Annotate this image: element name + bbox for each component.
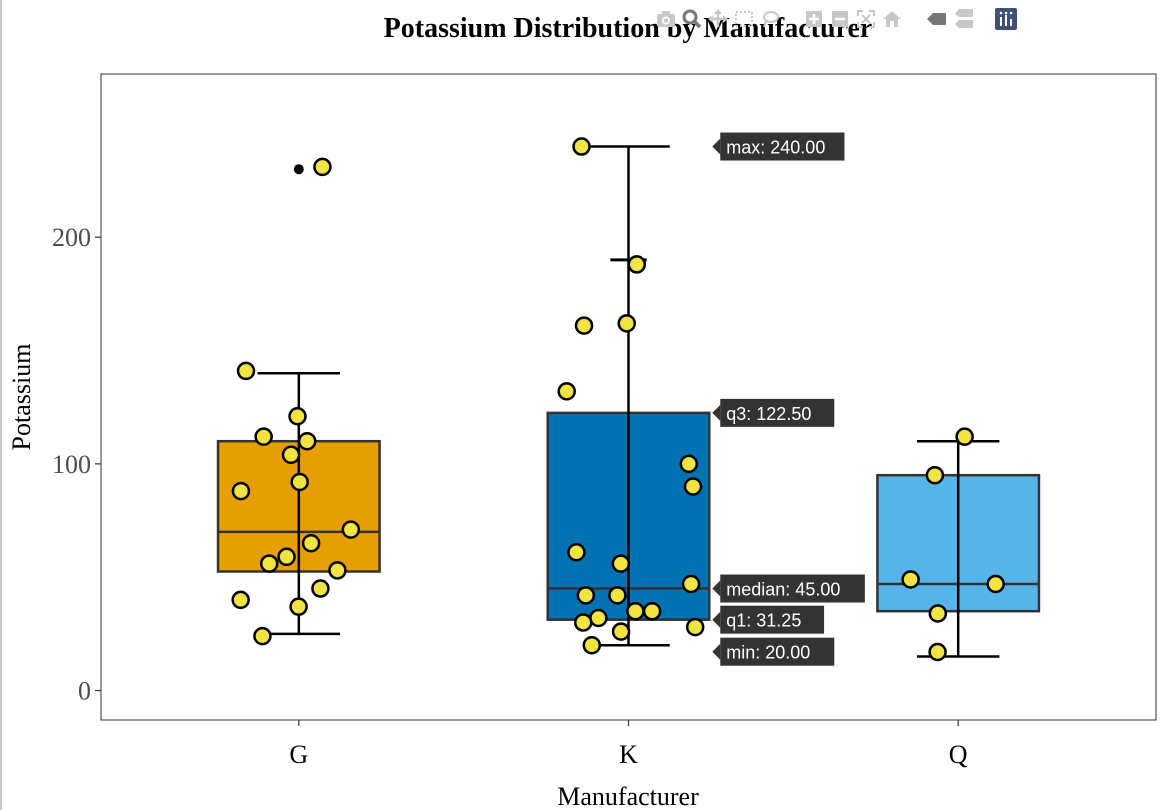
data-point[interactable]: [589, 608, 608, 628]
compare-hover-icon[interactable]: [951, 8, 973, 30]
data-point[interactable]: [572, 137, 591, 156]
box-select-icon[interactable]: [733, 8, 755, 30]
data-point[interactable]: [679, 454, 699, 474]
data-point[interactable]: [231, 481, 251, 501]
data-point[interactable]: [928, 604, 948, 623]
y-axis-title: Potassium: [7, 344, 36, 451]
data-point[interactable]: [685, 617, 705, 637]
data-point[interactable]: [231, 590, 250, 610]
hover-label-max: max: 240.00: [712, 132, 845, 161]
hover-label-text: q1: 31.25: [726, 611, 801, 631]
zoom-in-icon[interactable]: [803, 8, 825, 30]
x-tick-label: Q: [949, 740, 968, 769]
x-axis-title: Manufacturer: [557, 782, 699, 810]
hover-label-min: min: 20.00: [712, 637, 835, 666]
data-point[interactable]: [288, 407, 307, 426]
data-point[interactable]: [236, 361, 256, 381]
hover-label-q1: q1: 31.25: [712, 605, 825, 634]
pan-icon[interactable]: [707, 8, 729, 30]
autoscale-icon[interactable]: [855, 8, 877, 30]
data-point[interactable]: [301, 533, 321, 553]
data-point[interactable]: [297, 431, 317, 451]
hover-label-text: min: 20.00: [726, 643, 810, 663]
data-point[interactable]: [254, 427, 273, 446]
hover-label-text: max: 240.00: [726, 138, 825, 158]
outlier-point[interactable]: [293, 164, 304, 175]
data-point[interactable]: [901, 570, 920, 589]
chart-title: Potassium Distribution by Manufacturer: [384, 13, 873, 44]
plot-toolbar: [655, 6, 1017, 32]
hover-label-q3: q3: 122.50: [712, 398, 835, 427]
points-layer: [231, 137, 1005, 662]
lasso-icon[interactable]: [759, 8, 781, 30]
data-point[interactable]: [928, 642, 947, 662]
data-point[interactable]: [574, 316, 594, 335]
x-tick-label: G: [289, 740, 308, 769]
y-tick-label: 0: [78, 677, 91, 706]
data-point[interactable]: [681, 574, 701, 594]
data-point[interactable]: [313, 157, 332, 177]
y-tick-label: 100: [52, 450, 91, 479]
x-tick-label: K: [619, 740, 638, 769]
data-point[interactable]: [289, 597, 308, 616]
data-point[interactable]: [626, 601, 645, 621]
data-point[interactable]: [567, 543, 586, 562]
data-point[interactable]: [311, 579, 330, 598]
data-point[interactable]: [986, 574, 1005, 594]
hover-label-median: median: 45.00: [712, 574, 865, 603]
data-point[interactable]: [259, 554, 279, 573]
plotly-logo-icon[interactable]: [995, 8, 1017, 30]
data-point[interactable]: [573, 613, 593, 632]
data-point[interactable]: [642, 601, 662, 621]
data-point[interactable]: [557, 382, 576, 401]
window-border: [0, 0, 2, 810]
data-point[interactable]: [925, 465, 945, 485]
data-point[interactable]: [617, 314, 636, 333]
data-point[interactable]: [281, 445, 301, 465]
data-point[interactable]: [253, 626, 272, 646]
data-point[interactable]: [608, 586, 627, 605]
hover-labels: max: 240.00 q3: 122.50 median: 45.00 q1: 31…: [712, 132, 865, 666]
data-point[interactable]: [627, 255, 647, 274]
camera-icon[interactable]: [655, 8, 677, 30]
data-point[interactable]: [290, 472, 309, 492]
data-point[interactable]: [582, 635, 602, 655]
spike-lines-icon[interactable]: [925, 8, 947, 30]
data-point[interactable]: [341, 520, 361, 539]
y-axis: 0 100 200: [52, 223, 101, 706]
data-point[interactable]: [277, 547, 296, 567]
data-point[interactable]: [576, 586, 596, 605]
zoom-icon[interactable]: [681, 8, 703, 30]
data-point[interactable]: [611, 554, 631, 573]
data-point[interactable]: [328, 561, 347, 580]
data-point[interactable]: [683, 477, 703, 496]
hover-label-text: q3: 122.50: [726, 404, 811, 424]
data-point[interactable]: [611, 622, 631, 641]
y-tick-label: 200: [52, 223, 91, 252]
hover-label-text: median: 45.00: [726, 580, 840, 600]
reset-axes-icon[interactable]: [881, 8, 903, 30]
data-point[interactable]: [955, 427, 974, 446]
zoom-out-icon[interactable]: [829, 8, 851, 30]
